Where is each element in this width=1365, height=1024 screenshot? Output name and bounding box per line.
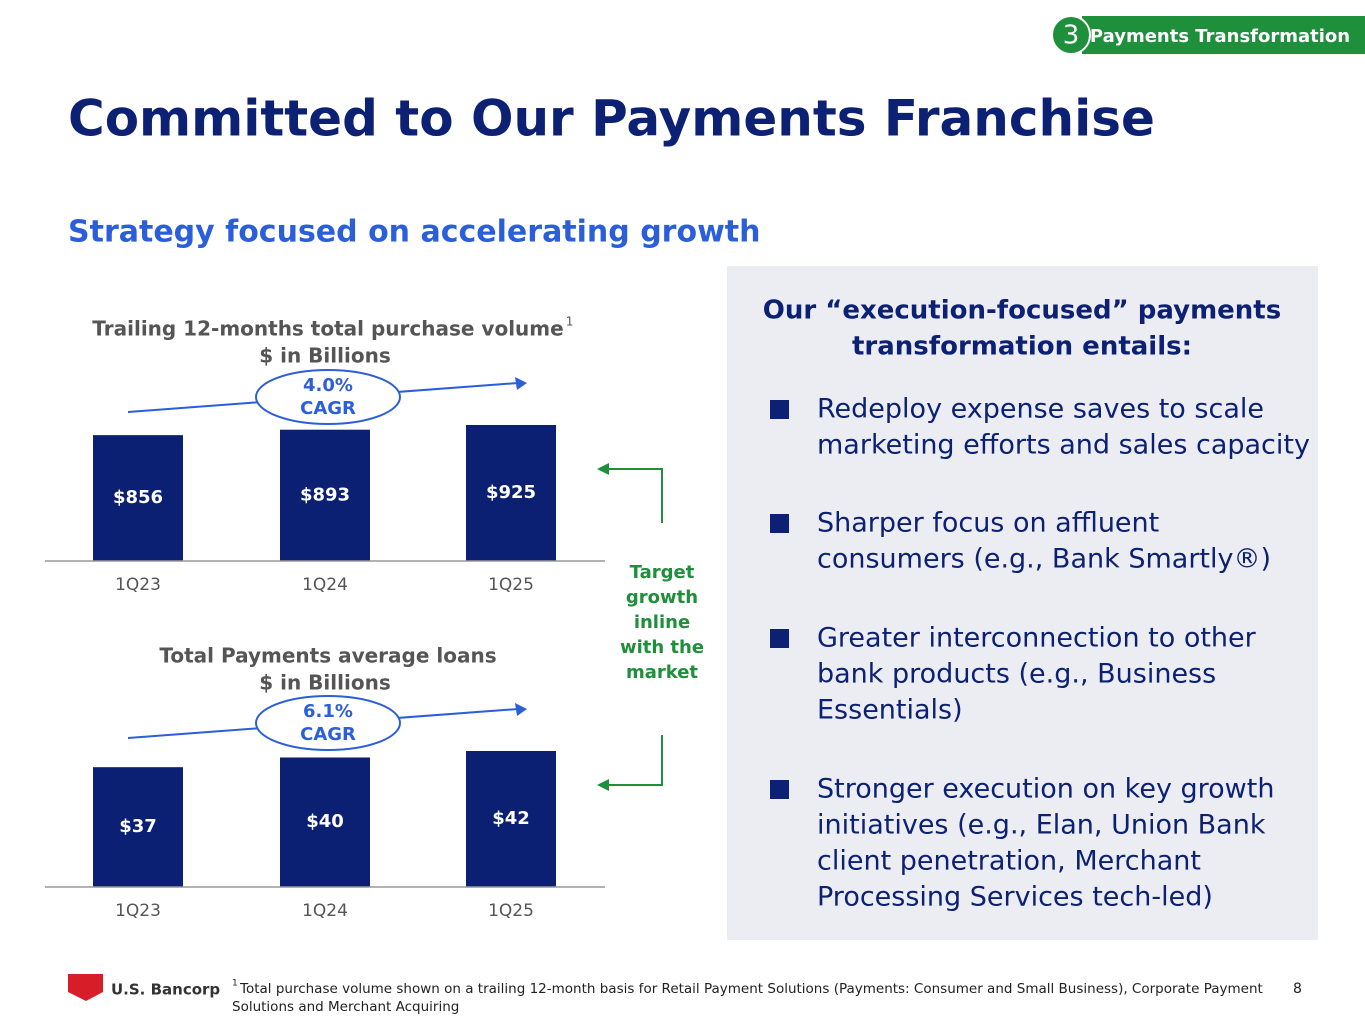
- bullet-text: Sharper focus on affluent: [817, 508, 1159, 539]
- bar: [93, 767, 183, 887]
- subtitle: Strategy focused on accelerating growth: [68, 215, 761, 250]
- cagr-bubble: [255, 369, 401, 425]
- cagr-value: 4.0%: [303, 375, 353, 396]
- target-note: with the: [620, 637, 704, 658]
- bullet-square: [770, 400, 789, 419]
- panel-heading: Our “execution-focused” payments: [763, 296, 1281, 326]
- panel-heading: transformation entails:: [852, 332, 1192, 362]
- bar: [466, 751, 556, 887]
- cagr-label: CAGR: [300, 398, 356, 419]
- bullet-square: [770, 514, 789, 533]
- target-note: market: [626, 662, 698, 683]
- chart-title: Trailing 12-months total purchase volume: [92, 317, 563, 341]
- value-label: $925: [486, 482, 536, 503]
- bullet-square: [770, 629, 789, 648]
- badge: [1082, 16, 1365, 54]
- bar: [280, 429, 370, 561]
- cagr-label: CAGR: [300, 724, 356, 745]
- logo-mark: [68, 974, 103, 1001]
- bar: [466, 425, 556, 561]
- bullet-text: Greater interconnection to other: [817, 623, 1257, 654]
- bullet-text: Redeploy expense saves to scale: [817, 394, 1264, 425]
- value-label: $42: [492, 808, 530, 829]
- badge-circle: [1051, 15, 1091, 55]
- bullet-text: Essentials): [817, 695, 963, 726]
- bullet-text: consumers (e.g., Bank Smartly®): [817, 544, 1271, 575]
- x-tick-label: 1Q25: [488, 901, 534, 921]
- bullet-text: bank products (e.g., Business: [817, 659, 1216, 690]
- arrow-head: [597, 779, 609, 791]
- bar: [93, 435, 183, 561]
- bullet-text: marketing efforts and sales capacity: [817, 430, 1310, 461]
- bullet-text: Stronger execution on key growth: [817, 774, 1274, 805]
- x-tick-label: 1Q24: [302, 901, 348, 921]
- title: Committed to Our Payments Franchise: [68, 90, 1155, 148]
- badge-label: Payments Transformation: [1090, 26, 1350, 47]
- chart-subtitle: $ in Billions: [259, 671, 390, 695]
- target-note: Target: [630, 562, 695, 583]
- value-label: $893: [300, 484, 350, 505]
- panel: [727, 266, 1318, 940]
- cagr-bubble: [255, 695, 401, 751]
- footnote-mark: 1: [232, 979, 238, 989]
- bullet-text: initiatives (e.g., Elan, Union Bank: [817, 810, 1266, 841]
- x-tick-label: 1Q24: [302, 575, 348, 595]
- chart-title: Total Payments average loans: [159, 644, 496, 668]
- title-note: 1: [566, 315, 574, 329]
- bullet-text: Processing Services tech-led): [817, 882, 1213, 913]
- footnote: Total purchase volume shown on a trailin…: [239, 981, 1263, 997]
- arrow-head: [597, 463, 609, 475]
- trend-arrow: [515, 377, 527, 390]
- x-tick-label: 1Q23: [115, 575, 161, 595]
- trend-arrow: [515, 703, 527, 716]
- target-note: growth: [626, 587, 698, 608]
- value-label: $37: [119, 816, 157, 837]
- chart-subtitle: $ in Billions: [259, 344, 390, 368]
- page-number: 8: [1293, 981, 1302, 997]
- logo-text: U.S. Bancorp: [111, 981, 220, 999]
- x-tick-label: 1Q25: [488, 575, 534, 595]
- footnote: Solutions and Merchant Acquiring: [232, 999, 459, 1015]
- bar: [280, 757, 370, 887]
- target-note: inline: [634, 612, 690, 633]
- cagr-value: 6.1%: [303, 701, 353, 722]
- x-tick-label: 1Q23: [115, 901, 161, 921]
- badge-number: 3: [1063, 21, 1080, 51]
- bracket: [606, 468, 663, 786]
- value-label: $40: [306, 811, 344, 832]
- value-label: $856: [113, 487, 163, 508]
- bullet-square: [770, 780, 789, 799]
- bullet-text: client penetration, Merchant: [817, 846, 1201, 877]
